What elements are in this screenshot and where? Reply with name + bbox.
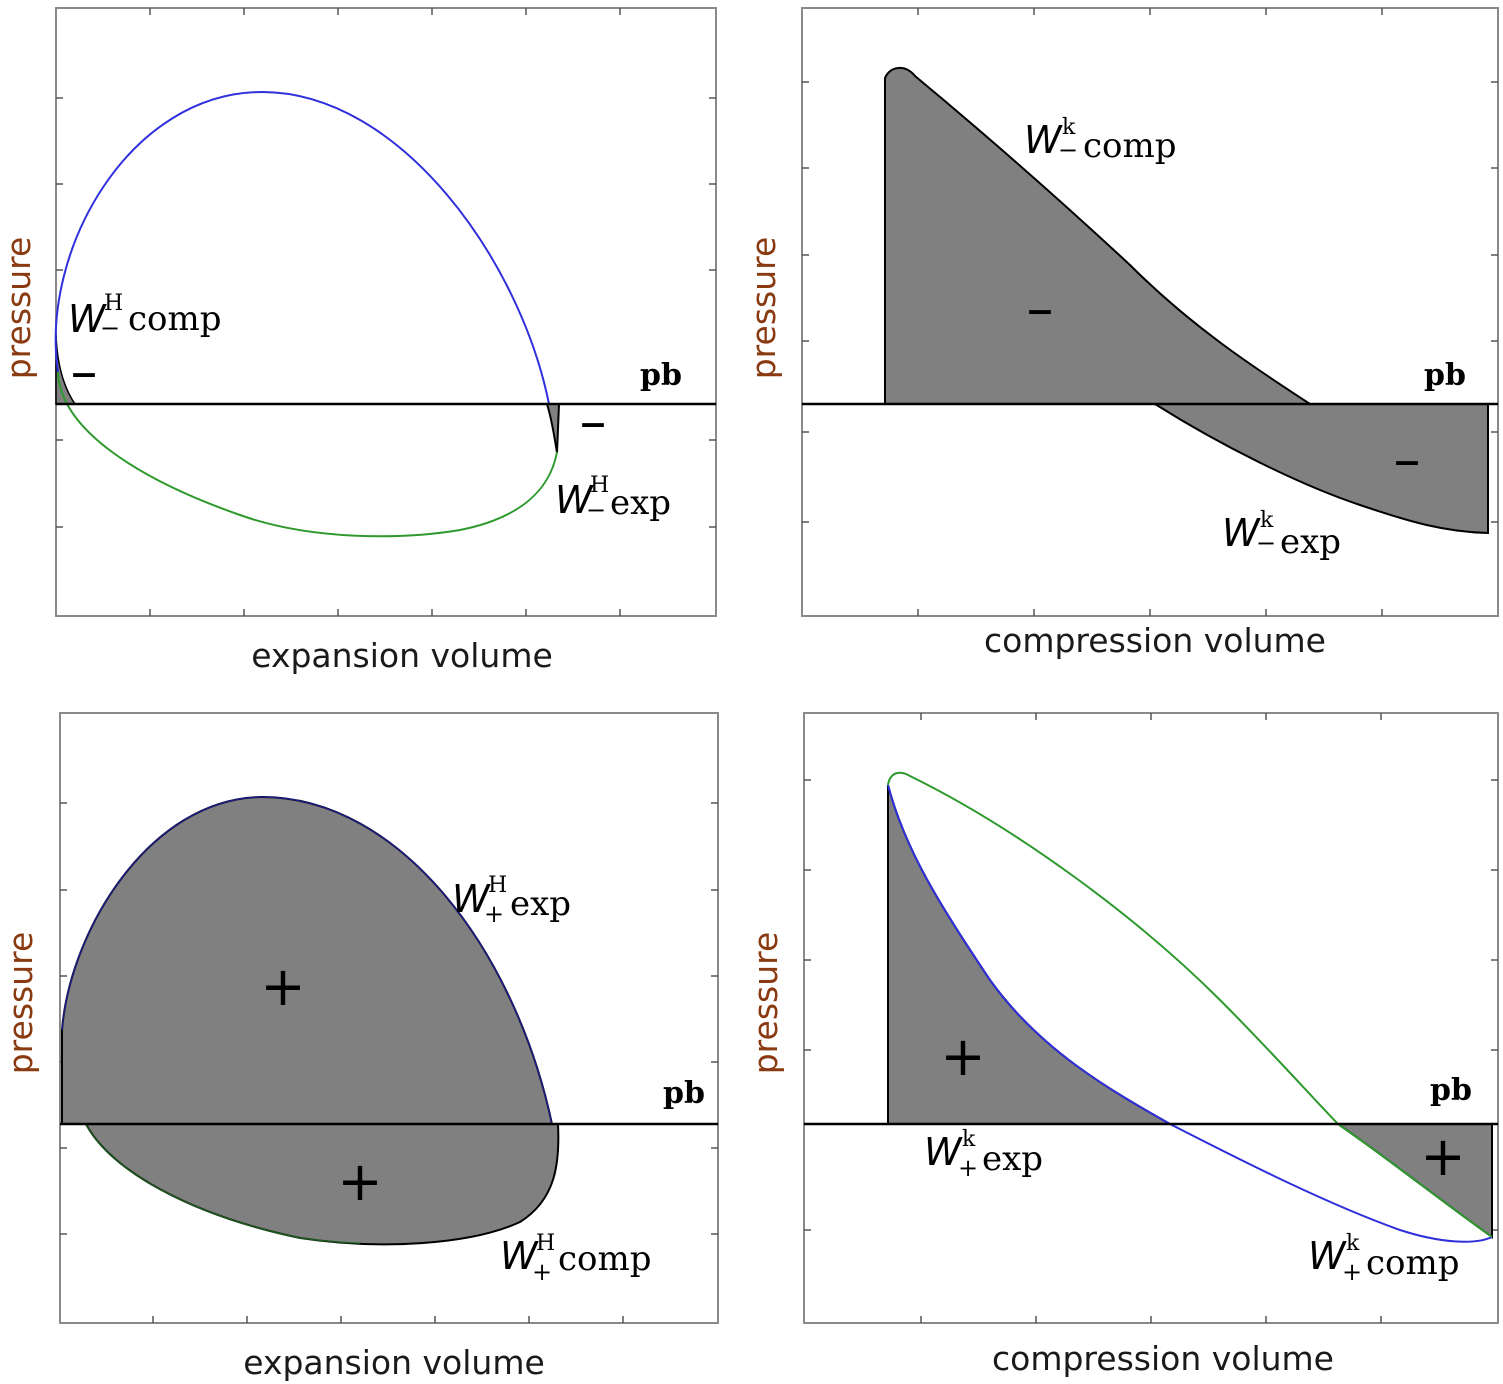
svg-text:+: + <box>484 900 504 928</box>
x-axis-label: expansion volume <box>243 1343 545 1382</box>
svg-text:W: W <box>924 1130 963 1174</box>
work-label-exp: W H − exp <box>555 473 671 524</box>
svg-text:H: H <box>488 873 507 898</box>
negative-sign: – <box>71 340 98 403</box>
tick-marks <box>802 8 1498 616</box>
svg-text:−: − <box>1058 136 1078 164</box>
y-axis-label: pressure <box>0 237 38 380</box>
work-label-exp: W k − exp <box>1222 508 1341 562</box>
pb-label: pb <box>640 358 682 393</box>
svg-text:comp: comp <box>1366 1243 1460 1283</box>
svg-text:−: − <box>586 496 606 524</box>
panel-top-left: pb pressure expansion volume W H − comp … <box>0 7 717 675</box>
plot-frame <box>59 712 719 1324</box>
positive-sign: + <box>940 1025 985 1088</box>
y-axis-label: pressure <box>746 932 785 1075</box>
x-axis-label: compression volume <box>992 1339 1334 1378</box>
svg-text:H: H <box>536 1231 555 1256</box>
work-area-exp <box>61 795 554 1125</box>
svg-text:W: W <box>452 877 491 921</box>
pb-label: pb <box>663 1076 705 1111</box>
work-area-exp <box>1151 403 1489 535</box>
positive-sign: + <box>260 955 305 1018</box>
svg-text:comp: comp <box>1083 126 1177 166</box>
expansion-curve <box>54 90 550 405</box>
x-axis-label: compression volume <box>984 621 1326 660</box>
work-label-comp: W H + comp <box>500 1231 652 1286</box>
svg-text:k: k <box>962 1127 976 1152</box>
y-axis-label: pressure <box>1 932 40 1075</box>
work-label-exp: W H + exp <box>452 873 571 928</box>
y-axis-label: pressure <box>744 237 783 380</box>
svg-text:H: H <box>590 473 609 498</box>
expansion-curve <box>61 796 553 1125</box>
svg-text:+: + <box>1342 1258 1362 1286</box>
svg-text:W: W <box>1308 1234 1347 1278</box>
svg-text:k: k <box>1062 115 1076 140</box>
work-area-comp <box>884 67 1314 405</box>
work-area-exp <box>887 784 1174 1125</box>
panel-bottom-left: pb pressure expansion volume W H + exp W… <box>1 712 719 1382</box>
tick-marks <box>56 8 716 616</box>
svg-text:−: − <box>100 314 120 342</box>
svg-text:comp: comp <box>128 299 222 339</box>
work-label-comp: W H − comp <box>68 291 222 342</box>
tick-marks <box>804 713 1498 1323</box>
pb-label: pb <box>1424 358 1466 393</box>
negative-sign: – <box>1394 428 1421 491</box>
svg-text:W: W <box>1024 118 1063 162</box>
positive-sign: + <box>337 1150 382 1213</box>
svg-text:H: H <box>104 291 123 316</box>
negative-sign: – <box>580 390 607 453</box>
svg-text:W: W <box>1222 511 1261 555</box>
panel-top-right: pb pressure compression volume W k − com… <box>744 7 1499 660</box>
svg-text:exp: exp <box>982 1139 1043 1179</box>
work-label-comp: W k − comp <box>1024 115 1177 166</box>
svg-text:+: + <box>958 1154 978 1182</box>
svg-text:k: k <box>1260 508 1274 533</box>
svg-text:W: W <box>500 1234 539 1278</box>
positive-sign: + <box>1420 1125 1465 1188</box>
svg-text:+: + <box>532 1258 552 1286</box>
work-label-exp: W k + exp <box>924 1127 1043 1182</box>
expansion-curve <box>887 784 1493 1243</box>
svg-text:−: − <box>1256 529 1276 557</box>
svg-text:comp: comp <box>558 1239 652 1279</box>
x-axis-label: expansion volume <box>251 636 553 675</box>
compression-curve <box>85 1123 361 1244</box>
svg-text:k: k <box>1346 1231 1360 1256</box>
svg-text:W: W <box>555 478 594 522</box>
svg-text:exp: exp <box>510 884 571 924</box>
plot-frame <box>55 7 717 617</box>
svg-text:exp: exp <box>610 483 671 523</box>
panel-bottom-right: pb pressure compression volume W k + exp… <box>746 712 1499 1378</box>
work-area-exp <box>545 403 561 454</box>
negative-sign: – <box>1027 277 1054 340</box>
pb-label: pb <box>1430 1073 1472 1108</box>
work-area-comp <box>84 1123 560 1246</box>
compression-curve <box>887 771 1493 1238</box>
compression-curve <box>57 371 558 538</box>
svg-text:W: W <box>68 297 107 341</box>
work-label-comp: W k + comp <box>1308 1231 1460 1286</box>
svg-text:exp: exp <box>1280 522 1341 562</box>
